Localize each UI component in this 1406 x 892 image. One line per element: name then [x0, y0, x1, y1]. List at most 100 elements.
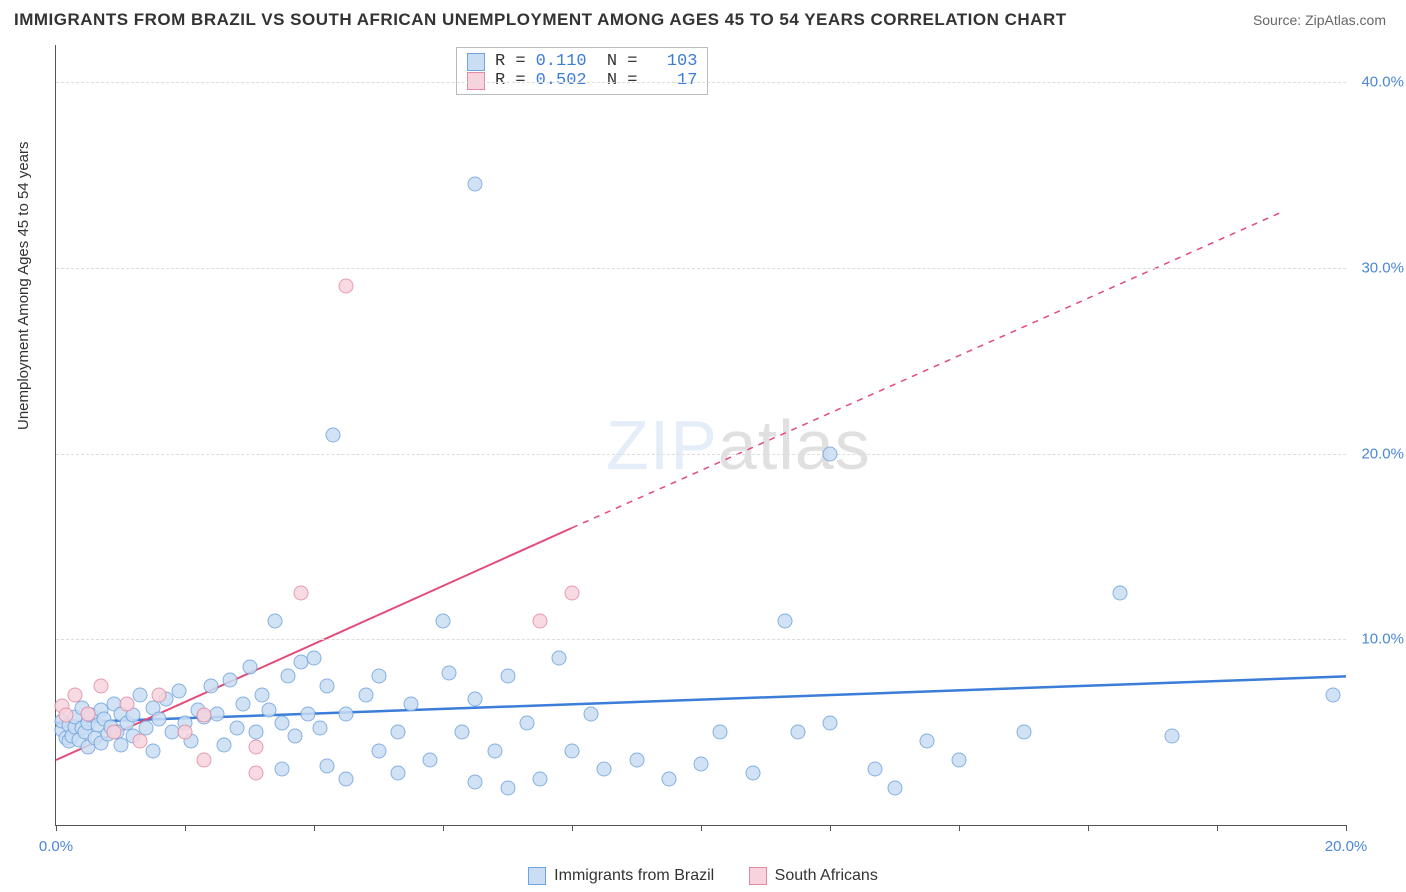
point-brazil	[358, 688, 373, 703]
point-sa	[532, 613, 547, 628]
point-brazil	[371, 669, 386, 684]
y-tick-label: 40.0%	[1354, 74, 1404, 91]
point-brazil	[319, 758, 334, 773]
legend-label-brazil: Immigrants from Brazil	[554, 867, 714, 885]
point-brazil	[300, 706, 315, 721]
point-brazil	[584, 706, 599, 721]
point-brazil	[565, 743, 580, 758]
point-brazil	[423, 753, 438, 768]
chart-title: IMMIGRANTS FROM BRAZIL VS SOUTH AFRICAN …	[14, 10, 1067, 30]
point-brazil	[519, 715, 534, 730]
point-brazil	[390, 725, 405, 740]
point-brazil	[371, 743, 386, 758]
point-brazil	[790, 725, 805, 740]
point-sa	[119, 697, 134, 712]
point-brazil	[113, 738, 128, 753]
point-brazil	[339, 771, 354, 786]
point-brazil	[216, 738, 231, 753]
x-tick-mark	[1088, 825, 1089, 831]
point-brazil	[887, 780, 902, 795]
x-tick-mark	[830, 825, 831, 831]
point-brazil	[403, 697, 418, 712]
point-brazil	[281, 669, 296, 684]
point-brazil	[242, 660, 257, 675]
point-sa	[178, 725, 193, 740]
point-brazil	[823, 715, 838, 730]
x-tick-mark	[314, 825, 315, 831]
point-sa	[294, 585, 309, 600]
point-brazil	[319, 678, 334, 693]
point-brazil	[1113, 585, 1128, 600]
point-sa	[58, 708, 73, 723]
y-axis-label: Unemployment Among Ages 45 to 54 years	[15, 141, 32, 430]
y-tick-label: 20.0%	[1354, 445, 1404, 462]
point-brazil	[952, 753, 967, 768]
point-brazil	[436, 613, 451, 628]
point-sa	[132, 734, 147, 749]
point-brazil	[326, 428, 341, 443]
point-brazil	[532, 771, 547, 786]
point-brazil	[468, 691, 483, 706]
x-tick-mark	[701, 825, 702, 831]
legend-swatch-sa	[749, 867, 767, 885]
point-brazil	[223, 673, 238, 688]
point-brazil	[210, 706, 225, 721]
point-sa	[565, 585, 580, 600]
point-brazil	[694, 756, 709, 771]
source-label: Source:	[1253, 12, 1301, 28]
x-tick-mark	[1217, 825, 1218, 831]
plot-area: ZIPatlas R =0.110 N =103 R =0.502 N =17 …	[55, 45, 1346, 826]
point-brazil	[487, 743, 502, 758]
point-brazil	[171, 684, 186, 699]
gridline	[56, 82, 1346, 83]
point-brazil	[1326, 688, 1341, 703]
point-brazil	[203, 678, 218, 693]
point-brazil	[868, 762, 883, 777]
point-brazil	[713, 725, 728, 740]
x-tick-mark	[443, 825, 444, 831]
point-brazil	[823, 446, 838, 461]
x-tick-mark	[56, 825, 57, 831]
point-brazil	[629, 753, 644, 768]
point-brazil	[455, 725, 470, 740]
point-brazil	[132, 688, 147, 703]
point-brazil	[274, 762, 289, 777]
bottom-legend: Immigrants from Brazil South Africans	[0, 867, 1406, 890]
x-tick-label: 0.0%	[39, 838, 73, 855]
point-brazil	[268, 613, 283, 628]
gridline	[56, 639, 1346, 640]
trend-line	[572, 212, 1282, 528]
point-brazil	[1016, 725, 1031, 740]
point-brazil	[261, 702, 276, 717]
x-tick-mark	[572, 825, 573, 831]
point-brazil	[745, 766, 760, 781]
point-brazil	[152, 712, 167, 727]
legend-item-sa: South Africans	[749, 867, 878, 885]
point-sa	[339, 279, 354, 294]
x-tick-mark	[185, 825, 186, 831]
point-sa	[68, 688, 83, 703]
x-tick-mark	[1346, 825, 1347, 831]
legend-label-sa: South Africans	[775, 867, 878, 885]
point-brazil	[552, 650, 567, 665]
source-attribution: Source: ZipAtlas.com	[1253, 12, 1386, 28]
point-sa	[197, 708, 212, 723]
point-brazil	[145, 743, 160, 758]
point-brazil	[1164, 728, 1179, 743]
point-sa	[94, 678, 109, 693]
point-brazil	[500, 669, 515, 684]
point-sa	[197, 753, 212, 768]
point-brazil	[442, 665, 457, 680]
point-sa	[81, 706, 96, 721]
point-brazil	[661, 771, 676, 786]
point-brazil	[313, 721, 328, 736]
point-brazil	[597, 762, 612, 777]
point-brazil	[390, 766, 405, 781]
point-brazil	[468, 177, 483, 192]
chart-container: IMMIGRANTS FROM BRAZIL VS SOUTH AFRICAN …	[0, 0, 1406, 892]
point-brazil	[468, 775, 483, 790]
legend-item-brazil: Immigrants from Brazil	[528, 867, 714, 885]
point-sa	[248, 740, 263, 755]
y-tick-label: 30.0%	[1354, 259, 1404, 276]
point-sa	[107, 725, 122, 740]
